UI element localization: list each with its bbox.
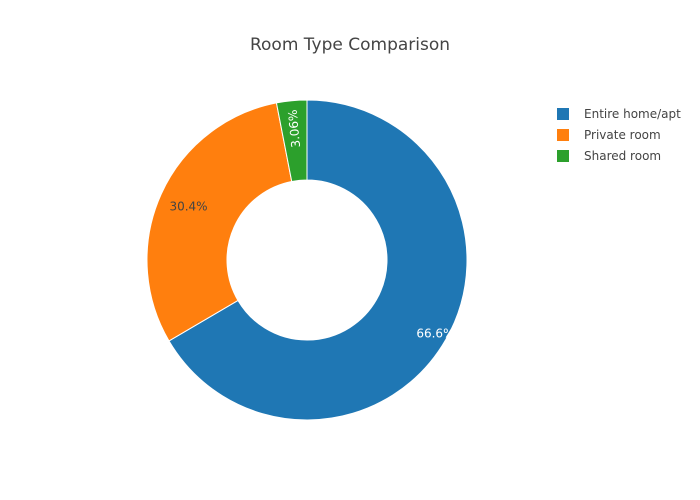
legend-item-shared-room[interactable]: Shared room [557,149,661,163]
legend-item-private-room[interactable]: Private room [557,128,661,142]
legend-item-entire-home-apt[interactable]: Entire home/apt [557,107,681,121]
legend-swatch-private-room [557,129,569,141]
slice-label-shared-room: 3.06% [286,109,304,148]
slices-group [146,99,468,421]
slice-shared-room[interactable] [275,99,308,183]
slice-label-private-room: 30.4% [169,199,207,213]
legend-label-private-room: Private room [584,128,661,142]
chart-title: Room Type Comparison [250,35,450,55]
legend-label-entire-home-apt: Entire home/apt [584,107,681,121]
legend-label-shared-room: Shared room [584,149,661,163]
slice-labels-group: 66.6% 30.4% 3.06% [169,109,454,341]
slice-label-entire-home-apt: 66.6% [416,327,454,341]
slice-private-room[interactable] [146,102,293,342]
slice-entire-home-apt[interactable] [168,99,468,421]
legend-swatch-shared-room [557,150,569,162]
legend-swatch-entire-home-apt [557,108,569,120]
legend: Entire home/apt Private room Shared room [557,107,681,163]
